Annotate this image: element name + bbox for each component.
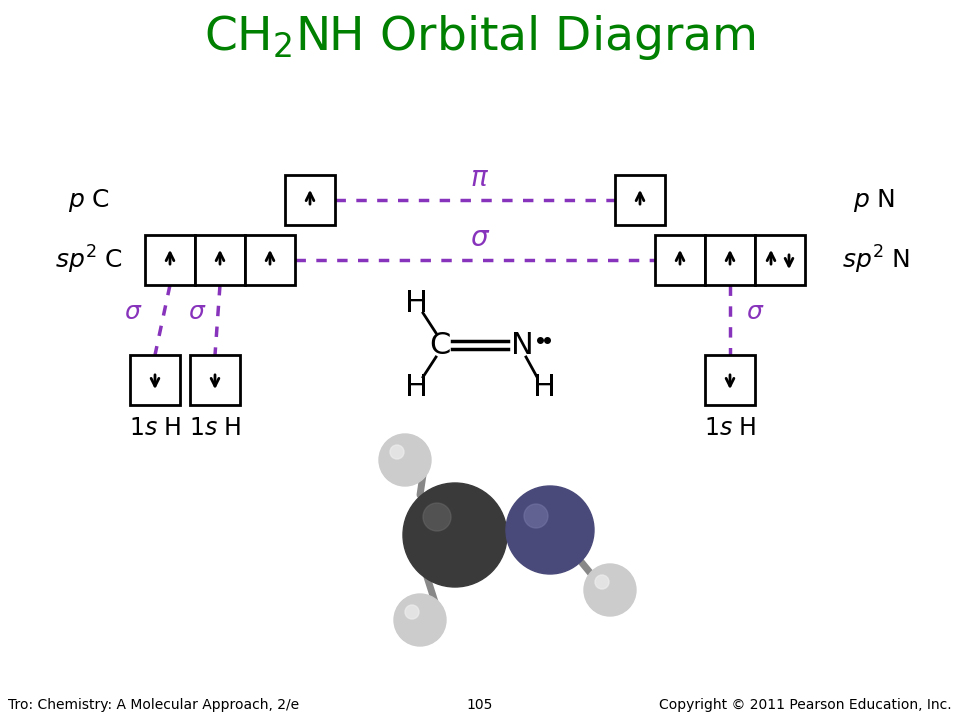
Bar: [145, 235, 195, 285]
Text: CH$_2$NH Orbital Diagram: CH$_2$NH Orbital Diagram: [204, 14, 756, 63]
Circle shape: [423, 503, 451, 531]
Circle shape: [405, 605, 419, 619]
Text: 105: 105: [467, 698, 493, 712]
Text: $1s$ H: $1s$ H: [189, 416, 241, 440]
Bar: [705, 235, 755, 285]
Bar: [195, 235, 245, 285]
Text: $\pi$: $\pi$: [470, 164, 490, 192]
Text: H: H: [404, 372, 427, 402]
Circle shape: [403, 483, 507, 587]
Circle shape: [524, 504, 548, 528]
Text: H: H: [533, 372, 556, 402]
Text: $1s$ H: $1s$ H: [704, 416, 756, 440]
Text: Tro: Chemistry: A Molecular Approach, 2/e: Tro: Chemistry: A Molecular Approach, 2/…: [8, 698, 300, 712]
Text: $1s$ H: $1s$ H: [129, 416, 181, 440]
Text: $\sigma$: $\sigma$: [746, 300, 764, 324]
Text: Copyright © 2011 Pearson Education, Inc.: Copyright © 2011 Pearson Education, Inc.: [660, 698, 952, 712]
Text: $\sigma$: $\sigma$: [469, 224, 491, 252]
Bar: [755, 235, 805, 285]
Bar: [130, 355, 180, 405]
Circle shape: [379, 434, 431, 486]
Circle shape: [584, 564, 636, 616]
Circle shape: [390, 445, 404, 459]
Bar: [705, 355, 755, 405]
Text: N: N: [511, 330, 534, 359]
Text: $sp^2$ N: $sp^2$ N: [842, 244, 910, 276]
Bar: [615, 175, 665, 225]
Text: C: C: [429, 330, 450, 359]
Circle shape: [506, 486, 594, 574]
Circle shape: [394, 594, 446, 646]
Text: $p$ C: $p$ C: [68, 186, 110, 214]
Text: $sp^2$ C: $sp^2$ C: [55, 244, 123, 276]
Bar: [190, 355, 240, 405]
Text: $\sigma$: $\sigma$: [124, 300, 142, 324]
Text: H: H: [404, 289, 427, 318]
Bar: [285, 175, 335, 225]
Circle shape: [595, 575, 609, 589]
Text: $p$ N: $p$ N: [852, 186, 895, 214]
Text: $\sigma$: $\sigma$: [188, 300, 206, 324]
Bar: [655, 235, 705, 285]
Bar: [245, 235, 295, 285]
